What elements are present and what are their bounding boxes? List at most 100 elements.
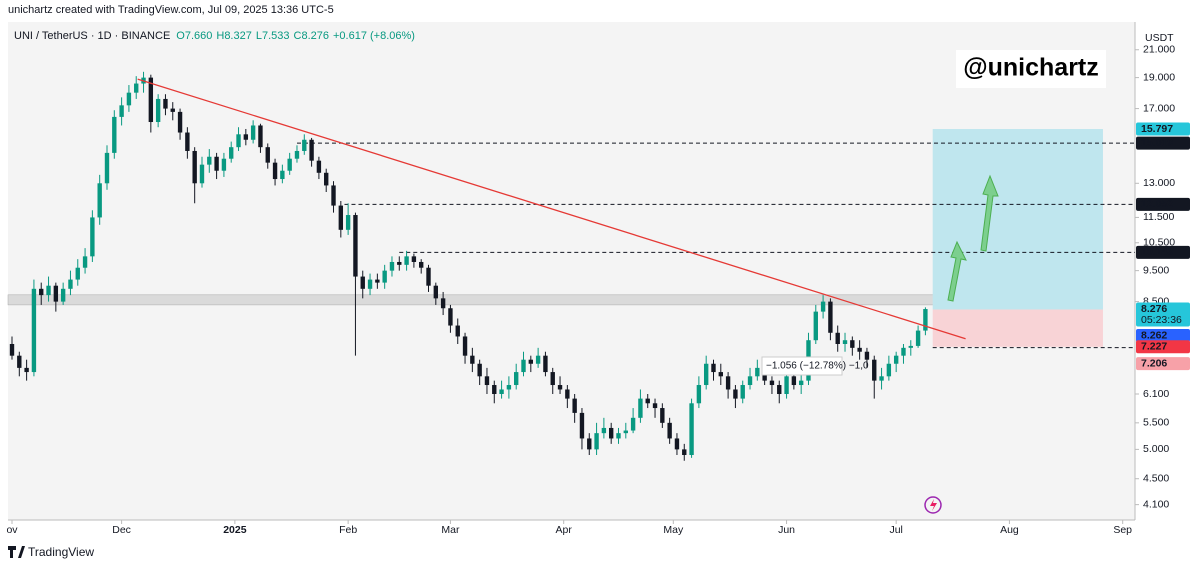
price-tag-label: 10.143 bbox=[1141, 246, 1173, 258]
candle-body bbox=[455, 325, 460, 337]
candle-body bbox=[39, 288, 44, 296]
candle-body bbox=[265, 147, 270, 163]
candle-body bbox=[177, 111, 183, 133]
candle-body bbox=[506, 385, 512, 390]
candle-body bbox=[60, 288, 66, 302]
candle-body bbox=[798, 380, 804, 386]
candle-body bbox=[528, 359, 534, 364]
currency: USDT bbox=[1145, 32, 1174, 44]
open: O7.660 bbox=[176, 30, 212, 42]
tradingview-logo: TradingView bbox=[8, 545, 94, 559]
y-tick-label: 13.000 bbox=[1143, 177, 1175, 189]
price-tag bbox=[1136, 245, 1190, 259]
candle-body bbox=[367, 279, 373, 289]
arrow bbox=[947, 240, 967, 302]
candle-body bbox=[579, 412, 585, 439]
candle-body bbox=[630, 417, 636, 431]
candle-body bbox=[126, 92, 132, 106]
candle-body bbox=[601, 427, 607, 434]
candle-body bbox=[353, 215, 358, 277]
candle-body bbox=[331, 185, 336, 206]
candle-body bbox=[97, 183, 102, 218]
candle-body bbox=[90, 217, 95, 257]
y-tick-label: 10.500 bbox=[1143, 237, 1175, 249]
candle-body bbox=[842, 340, 848, 344]
candle-body bbox=[740, 385, 745, 399]
price-tag-label: 8.276 bbox=[1141, 303, 1167, 315]
candle-body bbox=[660, 408, 665, 423]
candle-body bbox=[207, 156, 212, 165]
candle-body bbox=[747, 376, 753, 386]
candle-body bbox=[411, 256, 417, 262]
price-tag bbox=[1136, 197, 1190, 211]
arrows bbox=[947, 174, 999, 302]
price-tag bbox=[1136, 136, 1190, 150]
candle-body bbox=[229, 147, 234, 159]
candle-body bbox=[857, 347, 862, 352]
candle-body bbox=[718, 372, 723, 377]
y-tick-label: 5.000 bbox=[1143, 443, 1169, 455]
position-loss bbox=[932, 309, 1103, 347]
candle-body bbox=[324, 172, 329, 186]
candle-body bbox=[682, 449, 687, 456]
x-tick-label: Sep bbox=[1113, 524, 1132, 536]
event-icon[interactable] bbox=[924, 496, 942, 514]
candle-body bbox=[784, 376, 789, 395]
candle-body bbox=[703, 363, 709, 386]
y-tick-label: 21.000 bbox=[1143, 44, 1175, 56]
x-tick-label: Aug bbox=[1000, 524, 1019, 536]
candle-body bbox=[638, 398, 643, 418]
candle-body bbox=[119, 105, 124, 117]
logo-mark bbox=[8, 546, 25, 558]
logo-text: TradingView bbox=[28, 545, 94, 559]
candle-body bbox=[309, 139, 314, 161]
candle-body bbox=[535, 355, 541, 364]
candle-body bbox=[24, 367, 29, 373]
candle-body bbox=[360, 276, 365, 289]
candle-body bbox=[75, 267, 80, 280]
candle-body bbox=[835, 332, 840, 344]
measure-label: −1.056 (−12.78%) −1,0 bbox=[766, 361, 869, 372]
price-tag bbox=[1136, 302, 1190, 327]
candle-body bbox=[419, 261, 424, 268]
candle-body bbox=[886, 363, 892, 377]
candle-body bbox=[31, 288, 37, 373]
candle-body bbox=[433, 285, 439, 299]
candle-body bbox=[864, 351, 870, 360]
candle-body bbox=[813, 311, 818, 341]
candle-body bbox=[872, 359, 877, 381]
candle-body bbox=[769, 380, 775, 386]
candle-body bbox=[623, 430, 628, 434]
candle-body bbox=[82, 256, 88, 268]
price-tag-label: 8.262 bbox=[1141, 329, 1167, 341]
x-tick-label: May bbox=[663, 524, 684, 536]
candle-body bbox=[112, 116, 117, 153]
candle-body bbox=[923, 309, 928, 331]
candle-body bbox=[53, 285, 59, 302]
candle-body bbox=[711, 363, 716, 373]
y-tick-label: 5.500 bbox=[1143, 417, 1169, 429]
countdown: 05:23:36 bbox=[1141, 314, 1182, 326]
candle-body bbox=[345, 215, 351, 230]
candle-body bbox=[477, 363, 482, 377]
candle-body bbox=[375, 279, 380, 283]
arrow bbox=[980, 174, 999, 252]
candle-body bbox=[382, 270, 387, 283]
candle-body bbox=[616, 433, 621, 439]
x-tick-label: ov bbox=[6, 524, 18, 536]
candle-body bbox=[148, 77, 154, 123]
y-tick-label: 4.100 bbox=[1143, 498, 1169, 510]
candle-body bbox=[462, 336, 468, 356]
ohlc-line: UNI / TetherUS · 1D · BINANCE O7.660 H8.32… bbox=[14, 30, 415, 42]
candle-body bbox=[404, 256, 409, 265]
candle-body bbox=[608, 427, 614, 439]
candle-body bbox=[155, 98, 161, 123]
candle-body bbox=[316, 160, 322, 173]
candle-body bbox=[163, 98, 168, 109]
candle-body bbox=[521, 359, 526, 373]
candle-body bbox=[572, 398, 577, 413]
watermark-box bbox=[956, 50, 1106, 88]
candle-body bbox=[908, 345, 913, 348]
candle-body bbox=[594, 433, 599, 450]
candle-body bbox=[17, 355, 22, 368]
